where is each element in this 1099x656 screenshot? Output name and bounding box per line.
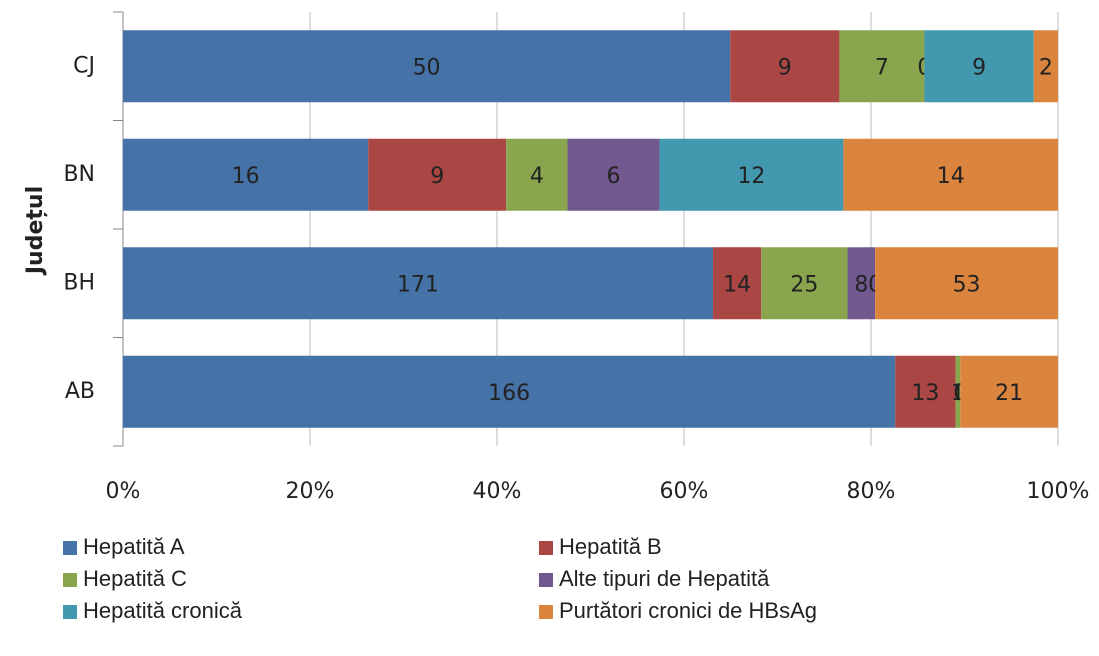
data-label: 9 (430, 164, 444, 189)
data-label: 21 (995, 381, 1023, 406)
data-label: 14 (723, 272, 751, 297)
data-label: 16 (232, 164, 260, 189)
data-label: 166 (488, 381, 530, 406)
data-label: 13 (911, 381, 939, 406)
bar-segment (924, 30, 1034, 103)
bar-segment (567, 138, 660, 211)
data-label: 8 (854, 272, 868, 297)
bar-segment (761, 247, 848, 320)
data-label: 14 (937, 164, 965, 189)
bar-segment (960, 355, 1058, 428)
data-label: 12 (737, 164, 765, 189)
legend-swatch (539, 541, 553, 555)
legend-label: Hepatită cronică (83, 598, 243, 623)
data-label: 2 (1039, 55, 1053, 80)
bar-segment (895, 355, 956, 428)
y-tick-label: BN (63, 162, 95, 187)
legend-label: Alte tipuri de Hepatită (559, 566, 770, 591)
x-tick-label: 20% (286, 479, 335, 504)
legend-swatch (539, 605, 553, 619)
bar-segment (955, 355, 961, 428)
legend-swatch (63, 573, 77, 587)
bar-segment (847, 247, 876, 320)
bar-segment (123, 138, 369, 211)
y-axis-label: Județul (23, 186, 48, 276)
data-label: 9 (972, 55, 986, 80)
data-label: 7 (875, 55, 889, 80)
bar-segment (843, 138, 1058, 211)
data-label: 4 (530, 164, 544, 189)
bar-segment (839, 30, 925, 103)
bar-segment (123, 30, 731, 103)
x-tick-label: 80% (847, 479, 896, 504)
data-label: 171 (397, 272, 439, 297)
legend-swatch (63, 541, 77, 555)
bar-segment (368, 138, 507, 211)
bar-segment (1033, 30, 1058, 103)
y-tick-label: AB (65, 379, 95, 404)
legend-label: Hepatită A (83, 534, 185, 559)
data-label: 53 (953, 272, 981, 297)
legend-swatch (539, 573, 553, 587)
x-tick-label: 100% (1027, 479, 1090, 504)
bar-segment (506, 138, 568, 211)
bar-segment (123, 355, 896, 428)
legend-label: Hepatită C (83, 566, 187, 591)
data-label: 6 (606, 164, 620, 189)
bar-segment (123, 247, 713, 320)
bar-segment (712, 247, 762, 320)
legend-label: Purtători cronici de HBsAg (559, 598, 817, 623)
x-tick-label: 60% (660, 479, 709, 504)
data-label: 9 (778, 55, 792, 80)
bar-segment (875, 247, 1058, 320)
x-tick-label: 0% (106, 479, 141, 504)
legend-swatch (63, 605, 77, 619)
legend-label: Hepatită B (559, 534, 662, 559)
data-label: 50 (413, 55, 441, 80)
x-tick-label: 40% (473, 479, 522, 504)
bar-segment (730, 30, 840, 103)
y-tick-label: CJ (73, 53, 95, 78)
y-tick-label: BH (63, 270, 95, 295)
data-label: 25 (790, 272, 818, 297)
bar-segment (659, 138, 844, 211)
